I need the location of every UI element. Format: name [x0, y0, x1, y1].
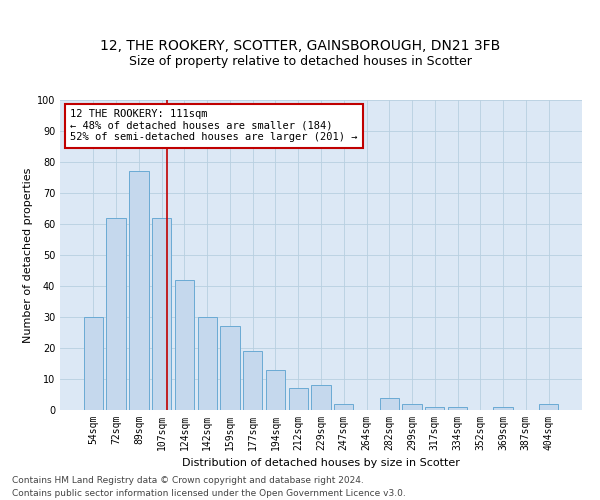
Bar [106, 218, 126, 410]
Bar [152, 218, 172, 410]
X-axis label: Distribution of detached houses by size in Scotter: Distribution of detached houses by size … [182, 458, 460, 468]
Bar [448, 407, 467, 410]
Bar [129, 172, 149, 410]
Bar [493, 407, 513, 410]
Bar [220, 326, 239, 410]
Bar [380, 398, 399, 410]
Text: 12 THE ROOKERY: 111sqm
← 48% of detached houses are smaller (184)
52% of semi-de: 12 THE ROOKERY: 111sqm ← 48% of detached… [70, 110, 358, 142]
Text: 12, THE ROOKERY, SCOTTER, GAINSBOROUGH, DN21 3FB: 12, THE ROOKERY, SCOTTER, GAINSBOROUGH, … [100, 38, 500, 52]
Bar [84, 317, 103, 410]
Text: Contains HM Land Registry data © Crown copyright and database right 2024.
Contai: Contains HM Land Registry data © Crown c… [12, 476, 406, 498]
Y-axis label: Number of detached properties: Number of detached properties [23, 168, 32, 342]
Bar [403, 404, 422, 410]
Bar [539, 404, 558, 410]
Bar [334, 404, 353, 410]
Bar [289, 388, 308, 410]
Bar [425, 407, 445, 410]
Bar [266, 370, 285, 410]
Bar [175, 280, 194, 410]
Bar [311, 385, 331, 410]
Text: Size of property relative to detached houses in Scotter: Size of property relative to detached ho… [128, 54, 472, 68]
Bar [197, 317, 217, 410]
Bar [243, 351, 262, 410]
